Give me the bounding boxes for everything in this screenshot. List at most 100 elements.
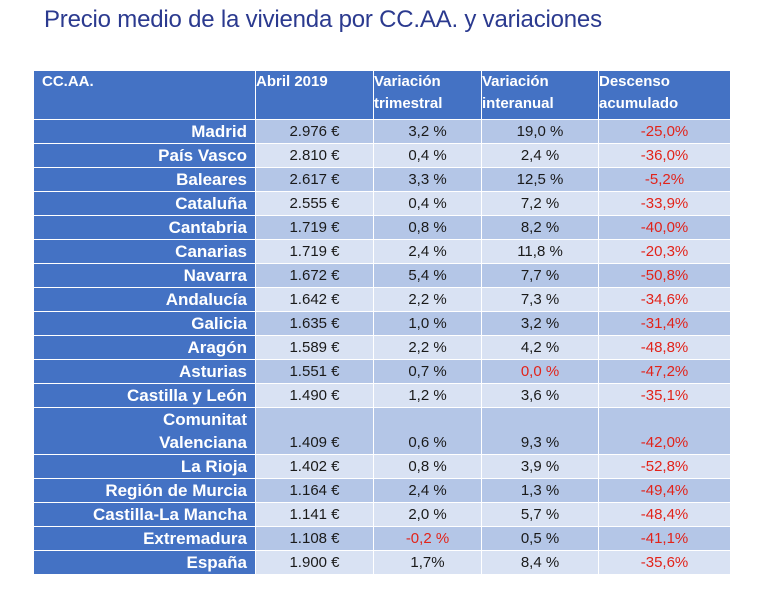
quarterly-cell: 3,2 %	[373, 119, 482, 144]
region-cell: Madrid	[33, 119, 256, 144]
annual-cell: 11,8 %	[481, 239, 599, 264]
accumulated-cell: -48,4%	[598, 502, 731, 527]
accumulated-cell: -25,0%	[598, 119, 731, 144]
table-row: País Vasco 2.810 € 0,4 % 2,4 % -36,0%	[33, 143, 731, 168]
header-quarterly-line1: Variación	[374, 73, 441, 90]
header-quarterly-line2: trimestral	[374, 95, 443, 112]
accumulated-cell: -33,9%	[598, 191, 731, 216]
table-row: Andalucía 1.642 € 2,2 % 7,3 % -34,6%	[33, 287, 731, 312]
quarterly-cell: 0,8 %	[373, 454, 482, 479]
table-row: Cataluña 2.555 € 0,4 % 7,2 % -33,9%	[33, 191, 731, 216]
price-cell: 1.551 €	[255, 359, 374, 384]
quarterly-cell: 0,7 %	[373, 359, 482, 384]
table-row: Canarias 1.719 € 2,4 % 11,8 % -20,3%	[33, 239, 731, 264]
header-accumulated-line1: Descenso	[599, 73, 670, 90]
region-line2: Valenciana	[159, 433, 247, 452]
region-cell: Baleares	[33, 167, 256, 192]
price-cell: 2.810 €	[255, 143, 374, 168]
accumulated-cell: -20,3%	[598, 239, 731, 264]
price-cell: 1.719 €	[255, 215, 374, 240]
accumulated-cell: -35,1%	[598, 383, 731, 408]
accumulated-cell: -50,8%	[598, 263, 731, 288]
region-cell: Asturias	[33, 359, 256, 384]
annual-cell: 7,3 %	[481, 287, 599, 312]
price-cell: 1.141 €	[255, 502, 374, 527]
table-header-row: CC.AA. Abril 2019 Variación trimestral V…	[33, 70, 731, 120]
quarterly-cell: 1,7%	[373, 550, 482, 575]
annual-cell: 3,9 %	[481, 454, 599, 479]
quarterly-cell: 5,4 %	[373, 263, 482, 288]
price-cell: 1.490 €	[255, 383, 374, 408]
price-cell: 1.108 €	[255, 526, 374, 551]
table-row: Comunitat Valenciana 1.409 € 0,6 % 9,3 %…	[33, 407, 731, 455]
price-cell: 1.900 €	[255, 550, 374, 575]
price-cell: 1.589 €	[255, 335, 374, 360]
table-row: Extremadura 1.108 € -0,2 % 0,5 % -41,1%	[33, 526, 731, 551]
region-cell: Comunitat Valenciana	[33, 407, 256, 455]
price-cell: 2.617 €	[255, 167, 374, 192]
annual-cell: 4,2 %	[481, 335, 599, 360]
table-row: Castilla y León 1.490 € 1,2 % 3,6 % -35,…	[33, 383, 731, 408]
quarterly-cell: 2,4 %	[373, 478, 482, 503]
table-row: La Rioja 1.402 € 0,8 % 3,9 % -52,8%	[33, 454, 731, 479]
annual-cell: 2,4 %	[481, 143, 599, 168]
accumulated-cell: -49,4%	[598, 478, 731, 503]
quarterly-cell: 2,0 %	[373, 502, 482, 527]
price-cell: 2.555 €	[255, 191, 374, 216]
region-cell: La Rioja	[33, 454, 256, 479]
region-cell: Navarra	[33, 263, 256, 288]
price-cell: 1.719 €	[255, 239, 374, 264]
annual-cell: 8,4 %	[481, 550, 599, 575]
annual-cell: 7,7 %	[481, 263, 599, 288]
table-row: España 1.900 € 1,7% 8,4 % -35,6%	[33, 550, 731, 575]
quarterly-cell: 2,2 %	[373, 335, 482, 360]
header-accumulated: Descenso acumulado	[598, 70, 731, 120]
price-cell: 1.635 €	[255, 311, 374, 336]
annual-cell: 12,5 %	[481, 167, 599, 192]
table-row: Asturias 1.551 € 0,7 % 0,0 % -47,2%	[33, 359, 731, 384]
page-title: Precio medio de la vivienda por CC.AA. y…	[44, 6, 602, 33]
quarterly-cell: 1,0 %	[373, 311, 482, 336]
accumulated-cell: -34,6%	[598, 287, 731, 312]
region-cell: Castilla-La Mancha	[33, 502, 256, 527]
region-cell: Galicia	[33, 311, 256, 336]
table-row: Aragón 1.589 € 2,2 % 4,2 % -48,8%	[33, 335, 731, 360]
accumulated-cell: -36,0%	[598, 143, 731, 168]
accumulated-cell: -35,6%	[598, 550, 731, 575]
region-cell: Extremadura	[33, 526, 256, 551]
annual-cell: 3,2 %	[481, 311, 599, 336]
accumulated-cell: -42,0%	[598, 407, 731, 455]
region-cell: Canarias	[33, 239, 256, 264]
accumulated-cell: -52,8%	[598, 454, 731, 479]
price-cell: 1.672 €	[255, 263, 374, 288]
region-cell: Cantabria	[33, 215, 256, 240]
accumulated-cell: -47,2%	[598, 359, 731, 384]
table-row: Castilla-La Mancha 1.141 € 2,0 % 5,7 % -…	[33, 502, 731, 527]
accumulated-cell: -48,8%	[598, 335, 731, 360]
accumulated-cell: -5,2%	[598, 167, 731, 192]
region-cell: Castilla y León	[33, 383, 256, 408]
price-cell: 1.409 €	[255, 407, 374, 455]
header-annual: Variación interanual	[481, 70, 599, 120]
quarterly-cell: 0,6 %	[373, 407, 482, 455]
table-row: Madrid 2.976 € 3,2 % 19,0 % -25,0%	[33, 119, 731, 144]
table-row: Galicia 1.635 € 1,0 % 3,2 % -31,4%	[33, 311, 731, 336]
table-row: Navarra 1.672 € 5,4 % 7,7 % -50,8%	[33, 263, 731, 288]
quarterly-cell: 0,4 %	[373, 143, 482, 168]
annual-cell: 5,7 %	[481, 502, 599, 527]
annual-cell: 0,5 %	[481, 526, 599, 551]
quarterly-cell: 2,2 %	[373, 287, 482, 312]
housing-price-table: CC.AA. Abril 2019 Variación trimestral V…	[33, 70, 731, 575]
region-cell: Cataluña	[33, 191, 256, 216]
table-row: Cantabria 1.719 € 0,8 % 8,2 % -40,0%	[33, 215, 731, 240]
annual-cell: 19,0 %	[481, 119, 599, 144]
region-cell: País Vasco	[33, 143, 256, 168]
region-line1: Comunitat	[162, 410, 247, 429]
region-cell: Región de Murcia	[33, 478, 256, 503]
table-row: Región de Murcia 1.164 € 2,4 % 1,3 % -49…	[33, 478, 731, 503]
annual-cell: 3,6 %	[481, 383, 599, 408]
header-quarterly: Variación trimestral	[373, 70, 482, 120]
header-annual-line1: Variación	[482, 73, 549, 90]
quarterly-cell: 1,2 %	[373, 383, 482, 408]
price-cell: 1.642 €	[255, 287, 374, 312]
